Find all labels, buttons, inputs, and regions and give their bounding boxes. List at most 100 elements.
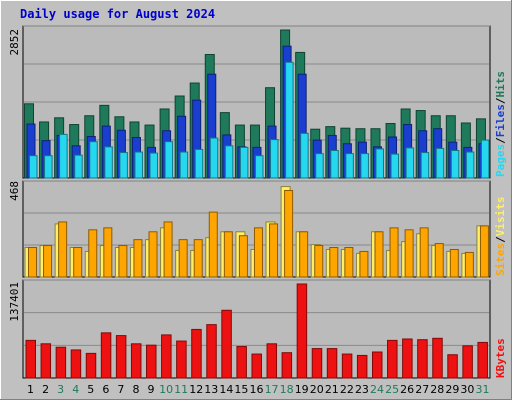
visits-bar-day-13	[208, 211, 218, 278]
visits-bar-day-10	[163, 221, 173, 278]
pages-bar-day-17	[270, 139, 279, 179]
visits-bar-day-9	[148, 231, 158, 278]
ymax-label-visits: 468	[8, 181, 21, 201]
visits-bar-day-28	[434, 243, 444, 278]
pages-bar-day-31	[480, 139, 490, 179]
x-tick-label-day-9: 9	[148, 383, 155, 396]
pages-bar-day-15	[239, 146, 249, 179]
pages-bar-day-3	[59, 133, 68, 179]
x-tick-label-day-25: 25	[385, 383, 399, 396]
pages-bar-day-6	[104, 146, 113, 179]
pages-bar-day-20	[315, 153, 324, 179]
pages-bar-day-7	[119, 152, 128, 179]
legend-visits-sites: Sites/Visits	[494, 197, 507, 277]
x-tick-label-day-13: 13	[204, 383, 218, 396]
x-tick-label-day-22: 22	[340, 383, 354, 396]
pages-bar-day-25	[390, 153, 400, 179]
kbytes-bar-day-30	[462, 345, 473, 379]
x-tick-label-day-5: 5	[87, 383, 94, 396]
kbytes-bar-day-13	[206, 324, 217, 379]
kbytes-bar-day-22	[341, 353, 353, 379]
pages-bar-day-24	[375, 148, 384, 179]
kbytes-bar-day-17	[266, 343, 278, 379]
pages-bar-day-8	[134, 151, 143, 179]
x-axis-days: 1 2 3 4 5 6 7 8 9 10 11 12 13 14 15 16 17 18 19 20 21 22 23 24 2…	[27, 383, 489, 396]
kbytes-bar-day-19	[296, 283, 308, 379]
kbytes-bar-day-10	[161, 334, 172, 379]
visits-bar-day-20	[314, 245, 324, 278]
kbytes-bar-day-3	[55, 346, 67, 379]
kbytes-bar-day-20	[311, 348, 323, 379]
ymax-label-hits: 2852	[8, 29, 21, 56]
kbytes-bar-day-15	[236, 346, 247, 379]
pages-bar-day-16	[254, 155, 264, 179]
legend-pages: Pages	[494, 144, 507, 177]
kbytes-bar-day-29	[447, 354, 458, 379]
pages-bar-day-19	[300, 132, 309, 179]
x-tick-label-day-24: 24	[370, 383, 384, 396]
visits-bar-day-14	[223, 231, 233, 278]
x-tick-label-day-6: 6	[102, 383, 109, 396]
visits-bar-day-18	[284, 190, 294, 278]
x-tick-label-day-12: 12	[189, 383, 203, 396]
x-tick-label-day-1: 1	[27, 383, 34, 396]
frame-highlight-left	[0, 0, 1, 399]
visits-bar-day-27	[419, 227, 429, 278]
x-tick-label-day-20: 20	[310, 383, 324, 396]
x-tick-label-day-8: 8	[132, 383, 139, 396]
pages-bar-day-22	[345, 153, 354, 179]
kbytes-bar-day-31	[477, 341, 488, 379]
pages-bar-day-14	[224, 145, 234, 179]
kbytes-bar-day-2	[40, 343, 52, 379]
pages-bar-day-26	[405, 147, 415, 179]
kbytes-bar-day-21	[326, 348, 338, 379]
x-tick-label-day-14: 14	[219, 383, 233, 396]
legend-visits: Visits	[494, 197, 507, 237]
pages-bar-day-30	[465, 151, 475, 179]
panel-kbytes	[22, 279, 491, 379]
pages-bar-day-4	[74, 154, 83, 179]
x-tick-label-day-26: 26	[400, 383, 414, 396]
pages-bar-day-11	[179, 151, 189, 179]
visits-bar-day-19	[299, 231, 309, 278]
visits-bar-day-6	[103, 227, 113, 278]
pages-bar-day-12	[194, 148, 204, 179]
chart-title: Daily usage for August 2024	[20, 7, 216, 21]
x-tick-label-day-30: 30	[460, 383, 474, 396]
visits-bar-day-17	[269, 223, 279, 278]
legend-files: Files	[494, 104, 507, 137]
visits-bar-day-21	[329, 247, 339, 278]
panel-hits-files-pages	[22, 25, 491, 179]
legend-sites: Sites	[494, 243, 507, 276]
kbytes-bar-day-5	[85, 352, 97, 379]
pages-bar-day-23	[360, 153, 369, 179]
visits-bar-day-12	[193, 239, 203, 278]
x-tick-label-day-21: 21	[325, 383, 339, 396]
legend-sep-1: /	[494, 137, 507, 144]
visits-bar-day-2	[43, 245, 53, 278]
x-tick-label-day-3: 3	[57, 383, 64, 396]
pages-bar-day-10	[164, 141, 174, 179]
visits-bar-day-23	[359, 250, 369, 278]
panel-visits-sites	[22, 180, 491, 278]
kbytes-bar-day-25	[387, 339, 398, 379]
visits-bar-day-5	[88, 229, 98, 278]
kbytes-bar-day-7	[115, 335, 127, 379]
legend-kbytes-label: KBytes	[494, 338, 507, 378]
kbytes-bar-day-9	[146, 344, 157, 379]
x-tick-label-day-2: 2	[42, 383, 49, 396]
ymax-label-kbytes: 137401	[8, 282, 21, 322]
kbytes-bar-day-24	[371, 351, 383, 379]
pages-bar-day-29	[450, 149, 460, 179]
visits-bar-day-4	[73, 247, 83, 278]
pages-bar-day-5	[89, 141, 98, 179]
visits-bar-day-26	[404, 229, 414, 278]
pages-bar-day-28	[435, 147, 445, 179]
x-tick-label-day-23: 23	[355, 383, 369, 396]
visits-bar-day-22	[344, 247, 354, 278]
x-tick-label-day-18: 18	[280, 383, 294, 396]
legend-kbytes: KBytes	[494, 338, 507, 378]
legend-sep-3: /	[494, 236, 507, 243]
